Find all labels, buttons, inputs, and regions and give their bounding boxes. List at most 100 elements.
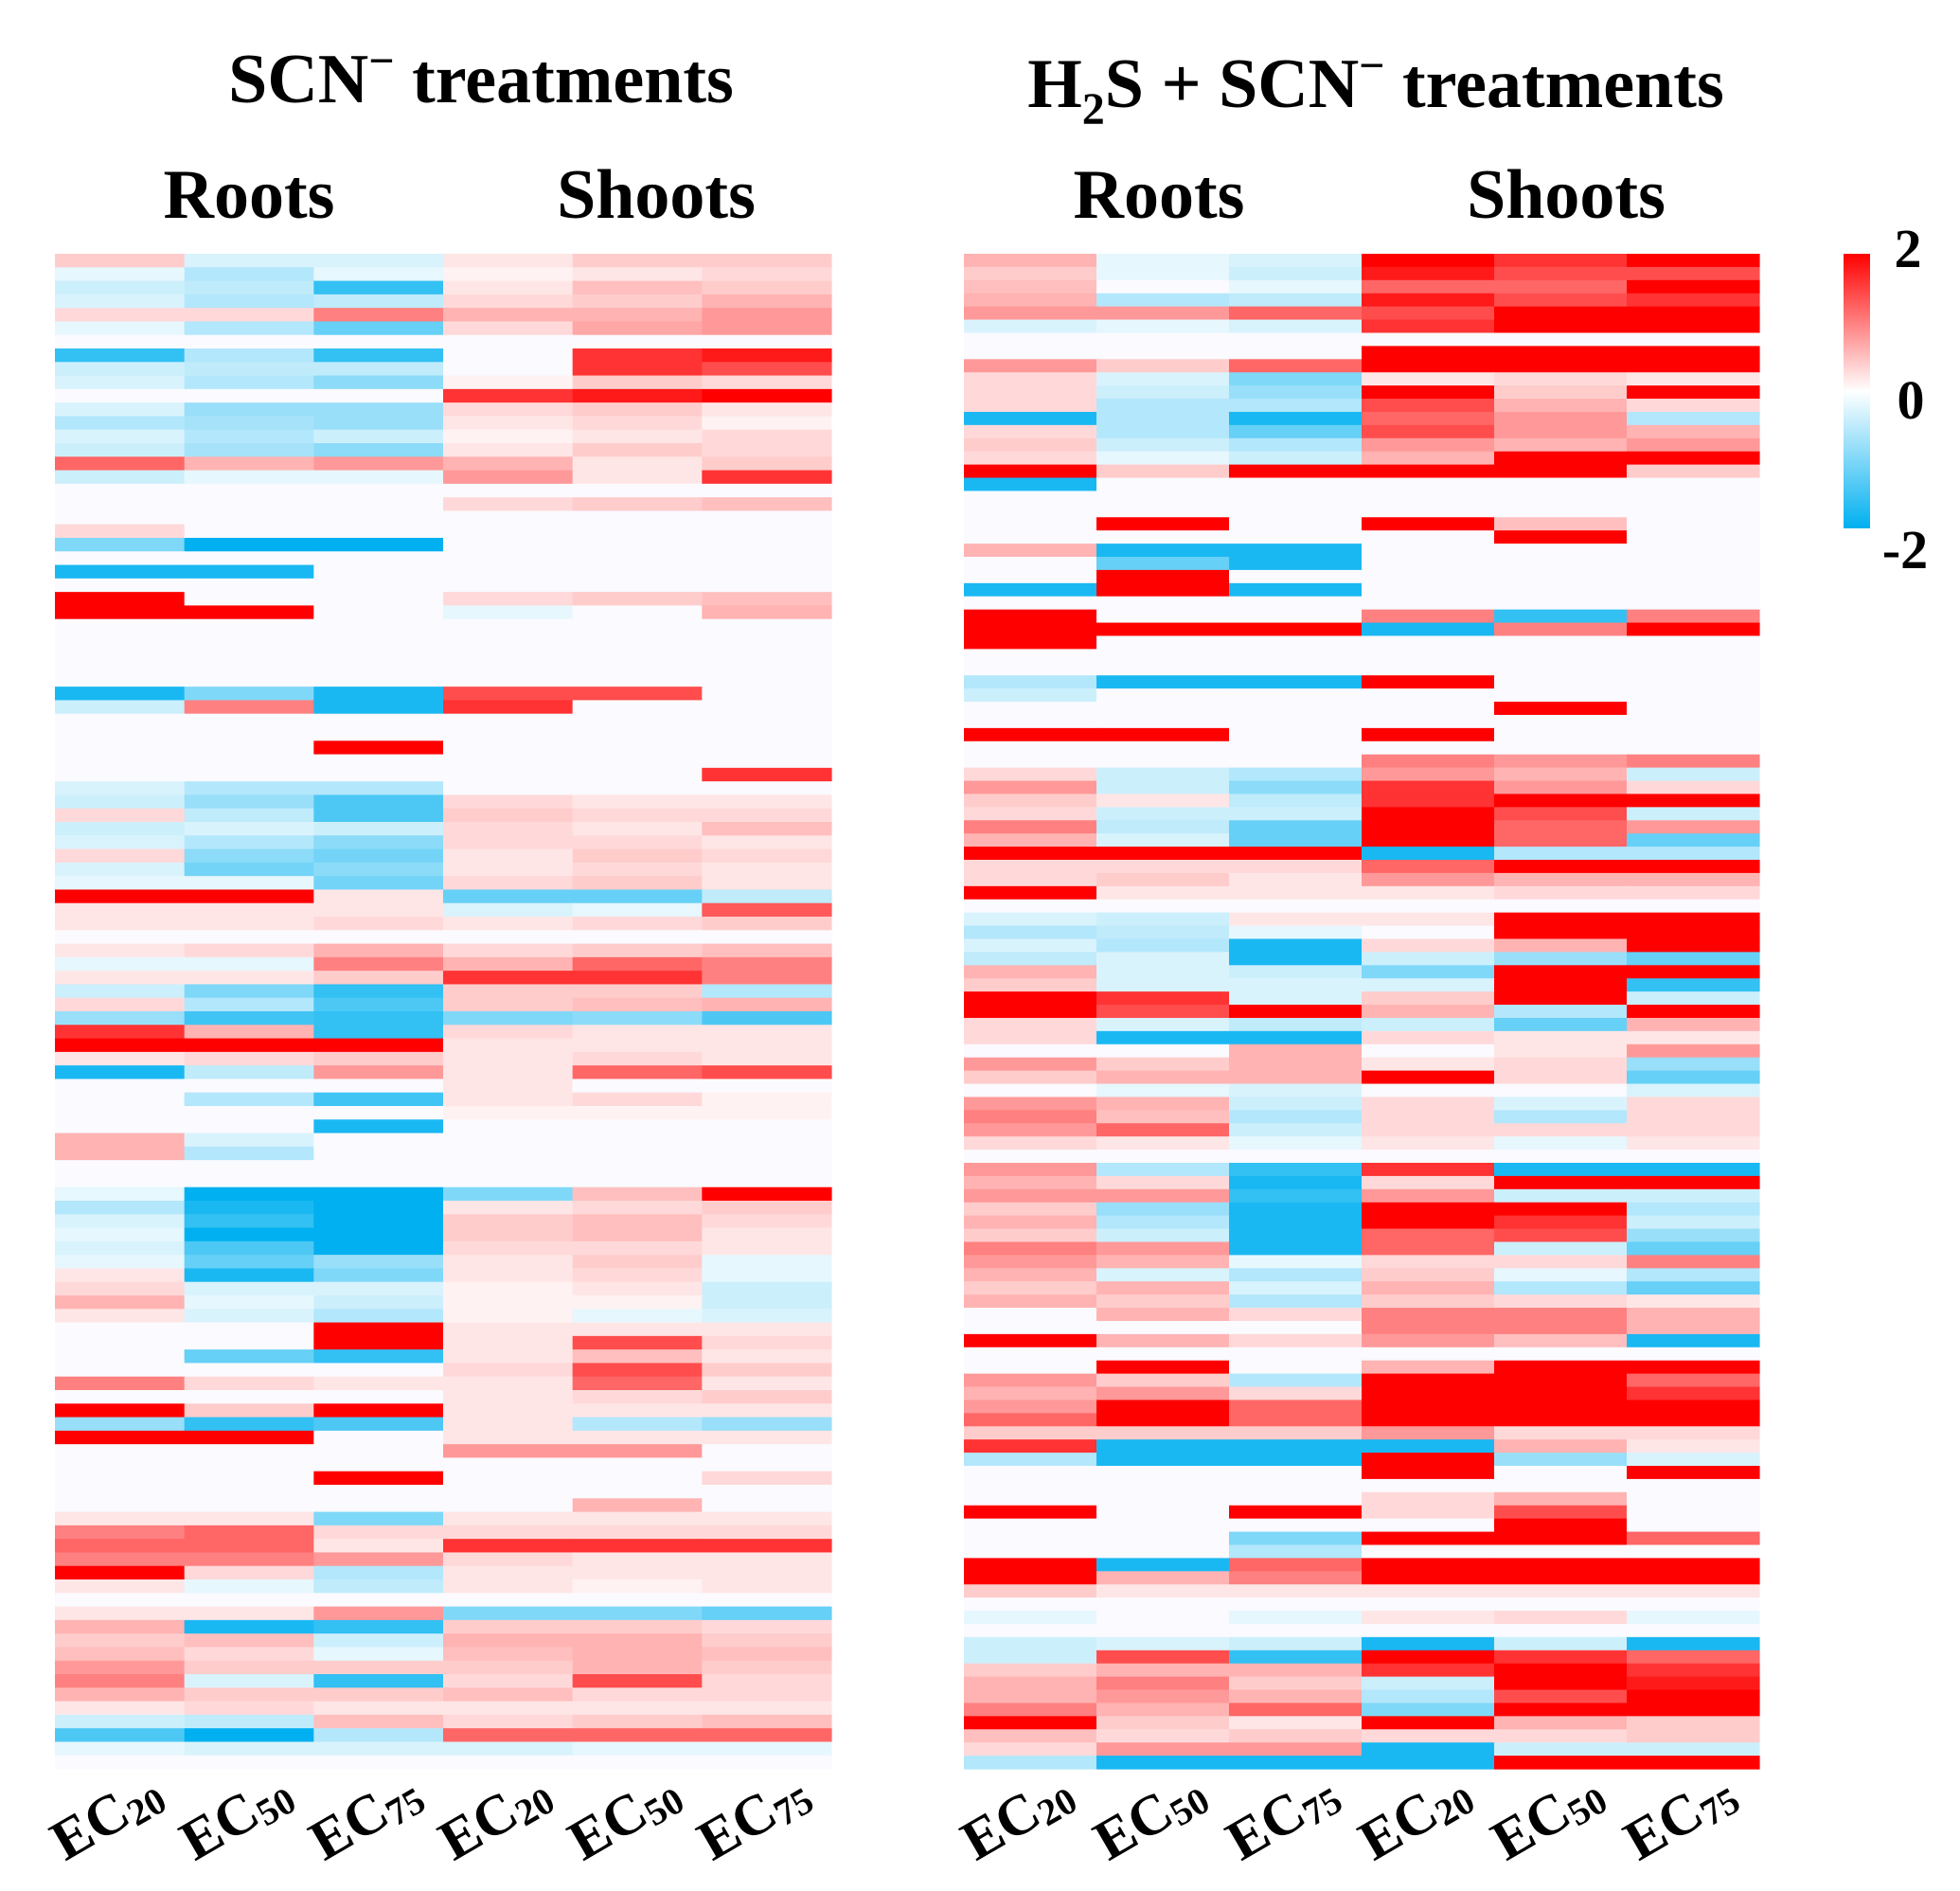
heatmap-cell (1229, 1044, 1363, 1059)
heatmap-cell (313, 254, 444, 268)
heatmap-cell (184, 659, 314, 674)
heatmap-cell (313, 1539, 444, 1554)
heatmap-cell (1229, 860, 1363, 874)
column-tick-label: EC50 (1083, 1759, 1217, 1874)
heatmap-cell (55, 984, 186, 999)
heatmap-cell (702, 1619, 832, 1634)
heatmap-cell (702, 1417, 832, 1432)
heatmap-cell (1627, 1057, 1760, 1072)
heatmap-cell (1096, 1623, 1230, 1638)
heatmap-cell (55, 646, 186, 661)
heatmap-cell (443, 727, 574, 741)
heatmap-cell (572, 497, 703, 512)
heatmap-cell (1627, 1742, 1760, 1757)
heatmap-cell (964, 1505, 1097, 1520)
heatmap-cell (1494, 1756, 1628, 1770)
heatmap-cell (1362, 1097, 1495, 1111)
heatmap-cell (572, 848, 703, 864)
heatmap-cell (1362, 1294, 1495, 1309)
heatmap-cell (572, 1430, 703, 1445)
heatmap-cell (1494, 359, 1628, 373)
heatmap-cell (313, 1214, 444, 1229)
heatmap-cell (572, 687, 703, 702)
heatmap-cell (1096, 1544, 1230, 1559)
heatmap-cell (55, 740, 186, 756)
heatmap-cell (702, 578, 832, 593)
heatmap-cell (184, 416, 314, 431)
heatmap-cell (1096, 1716, 1230, 1730)
heatmap-cell (184, 956, 314, 972)
heatmap-cell (313, 1106, 444, 1120)
heatmap-cell (1627, 1163, 1760, 1177)
heatmap-cell (1096, 1650, 1230, 1665)
heatmap-cell (572, 524, 703, 539)
heatmap-cell (184, 848, 314, 864)
heatmap-cell (964, 1439, 1097, 1454)
heatmap-cell (1229, 1623, 1363, 1638)
heatmap-cell (443, 1539, 574, 1554)
heatmap-cell (1096, 1453, 1230, 1467)
heatmap-cell (313, 862, 444, 877)
heatmap-cell (1096, 1676, 1230, 1691)
heatmap-cell (55, 334, 186, 349)
heatmap-cell (313, 510, 444, 526)
heatmap-cell (572, 1201, 703, 1215)
heatmap-cell (313, 740, 444, 756)
heatmap-cell (1494, 899, 1628, 914)
heatmap-cell (313, 1728, 444, 1743)
heatmap-cell (1627, 1202, 1760, 1217)
heatmap-cell (702, 740, 832, 756)
heatmap-cell (55, 1430, 186, 1445)
heatmap-cell (443, 1173, 574, 1188)
heatmap-cell (313, 456, 444, 472)
heatmap-cell (55, 294, 186, 309)
heatmap-cell (702, 1674, 832, 1688)
heatmap-cell (1229, 727, 1363, 742)
heatmap-cell (55, 1376, 186, 1391)
heatmap-cell (55, 1092, 186, 1107)
heatmap-cell (313, 402, 444, 418)
heatmap-cell (55, 1593, 186, 1608)
heatmap-cell (1229, 306, 1363, 321)
heatmap-cell (1096, 1558, 1230, 1572)
heatmap-cell (964, 385, 1097, 400)
heatmap-cell (702, 984, 832, 999)
heatmap-cell (1494, 464, 1628, 479)
heatmap-cell (572, 1728, 703, 1743)
heatmap-cell (964, 332, 1097, 347)
heatmap-cell (964, 1308, 1097, 1322)
heatmap-cell (1627, 925, 1760, 940)
heatmap-cell (55, 254, 186, 268)
heatmap-cell (1627, 1228, 1760, 1243)
heatmap-cell (1229, 1083, 1363, 1098)
heatmap-cell (1096, 1663, 1230, 1678)
heatmap-cell (572, 618, 703, 633)
heatmap-cell (313, 605, 444, 620)
heatmap-cell (1494, 780, 1628, 795)
heatmap-cell (443, 1619, 574, 1634)
heatmap-cell (702, 267, 832, 282)
heatmap-cell (702, 1349, 832, 1365)
heatmap-cell (1096, 1083, 1230, 1098)
heatmap-cell (702, 1579, 832, 1594)
heatmap-cell (55, 1619, 186, 1634)
heatmap-cell (313, 321, 444, 336)
heatmap-cell (55, 308, 186, 323)
heatmap-cell (1229, 1030, 1363, 1045)
heatmap-cell (55, 564, 186, 580)
heatmap-cell (1229, 978, 1363, 992)
heatmap-cell (964, 1386, 1097, 1401)
heatmap-cell (572, 808, 703, 823)
heatmap-cell (572, 1701, 703, 1716)
heatmap-cell (443, 1011, 574, 1026)
heatmap-cell (1627, 938, 1760, 953)
heatmap-cell (1627, 372, 1760, 386)
heatmap-cell (1362, 688, 1495, 703)
heatmap-cell (184, 917, 314, 931)
heatmap-cell (1362, 1281, 1495, 1295)
heatmap-cell (184, 483, 314, 498)
heatmap-cell (184, 1485, 314, 1499)
heatmap-cell (1362, 938, 1495, 953)
heatmap-cell (964, 582, 1097, 598)
heatmap-cell (1494, 820, 1628, 834)
